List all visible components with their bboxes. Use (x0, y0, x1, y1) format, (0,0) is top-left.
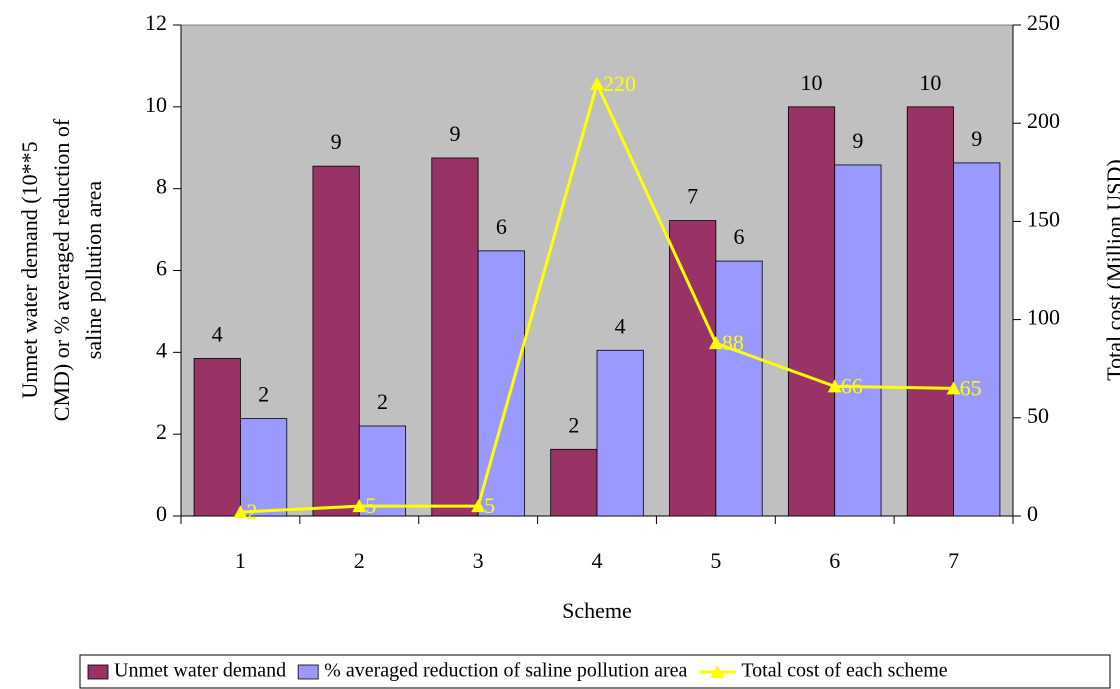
bar (431, 157, 479, 517)
bar (953, 162, 1001, 517)
y-tick-label: 0 (156, 501, 167, 526)
line-marker (590, 76, 604, 90)
bar (906, 106, 954, 517)
line-value-label: 66 (841, 373, 863, 398)
legend (79, 654, 1111, 689)
bar-value-label: 7 (687, 184, 698, 209)
bar (596, 349, 644, 517)
x-tick-label: 3 (473, 548, 484, 573)
line-marker (352, 499, 367, 513)
bar (787, 106, 836, 517)
bar (669, 220, 717, 517)
x-tick-label: 5 (710, 548, 721, 573)
x-tick-label: 7 (948, 548, 959, 573)
line-value-label: 220 (603, 71, 636, 96)
bar-value-label: 4 (615, 313, 626, 338)
y2-tick-label: 250 (1027, 10, 1060, 35)
y-tick-label: 6 (156, 256, 167, 281)
y-axis-title: Unmet water demand (10**5 (17, 141, 42, 398)
y-tick-label: 2 (156, 419, 167, 444)
line-marker (946, 381, 961, 395)
bar (715, 260, 763, 517)
bar-value-label: 6 (734, 224, 745, 249)
legend-label: Total cost of each scheme (741, 660, 947, 682)
y2-tick-label: 200 (1027, 108, 1060, 133)
bar-value-label: 4 (212, 322, 223, 347)
y2-tick-label: 0 (1027, 501, 1038, 526)
bar (193, 358, 241, 517)
line-marker (471, 499, 486, 513)
x-tick-label: 6 (829, 548, 840, 573)
bar-value-label: 9 (971, 126, 982, 151)
y2-tick-label: 50 (1027, 403, 1049, 428)
bar (312, 165, 360, 517)
line-value-label: 88 (722, 330, 744, 355)
line-value-label: 5 (365, 493, 376, 518)
bar (477, 250, 525, 517)
x-axis-title: Scheme (562, 598, 632, 623)
y-tick-label: 12 (145, 10, 167, 35)
bar (240, 418, 288, 517)
y-axis-title: CMD) or % averaged reduction of (49, 118, 74, 421)
y2-axis-title: Total cost (Million USD) (1102, 159, 1120, 381)
line-value-label: 2 (246, 499, 257, 524)
bar-value-label: 9 (331, 129, 342, 154)
bar-value-label: 10 (801, 70, 823, 95)
bar-value-label: 2 (258, 382, 269, 407)
line-marker (827, 379, 842, 393)
legend-label: Unmet water demand (114, 660, 286, 682)
line-marker (708, 336, 723, 350)
legend-swatch (710, 665, 725, 678)
y-tick-label: 8 (156, 174, 167, 199)
x-tick-label: 4 (592, 548, 603, 573)
bar-value-label: 10 (919, 70, 941, 95)
bar (834, 164, 882, 517)
line-value-label: 5 (484, 493, 495, 518)
legend-swatch (297, 664, 319, 680)
bar-value-label: 9 (449, 121, 460, 146)
line-marker (233, 505, 248, 519)
y2-tick-label: 150 (1027, 206, 1060, 231)
bar (550, 448, 598, 517)
bar-value-label: 2 (377, 389, 388, 414)
legend-label: % averaged reduction of saline pollution… (324, 660, 687, 682)
y-axis-title: saline pollution area (81, 181, 106, 360)
x-tick-label: 1 (235, 548, 246, 573)
legend-swatch (87, 664, 109, 680)
y-tick-label: 4 (156, 337, 167, 362)
bar-value-label: 9 (852, 128, 863, 153)
y-tick-label: 10 (145, 92, 167, 117)
bar-value-label: 6 (496, 214, 507, 239)
bar-value-label: 2 (568, 412, 579, 437)
bar (358, 425, 407, 517)
line-value-label: 65 (960, 375, 982, 400)
x-tick-label: 2 (354, 548, 365, 573)
y2-tick-label: 100 (1027, 305, 1060, 330)
